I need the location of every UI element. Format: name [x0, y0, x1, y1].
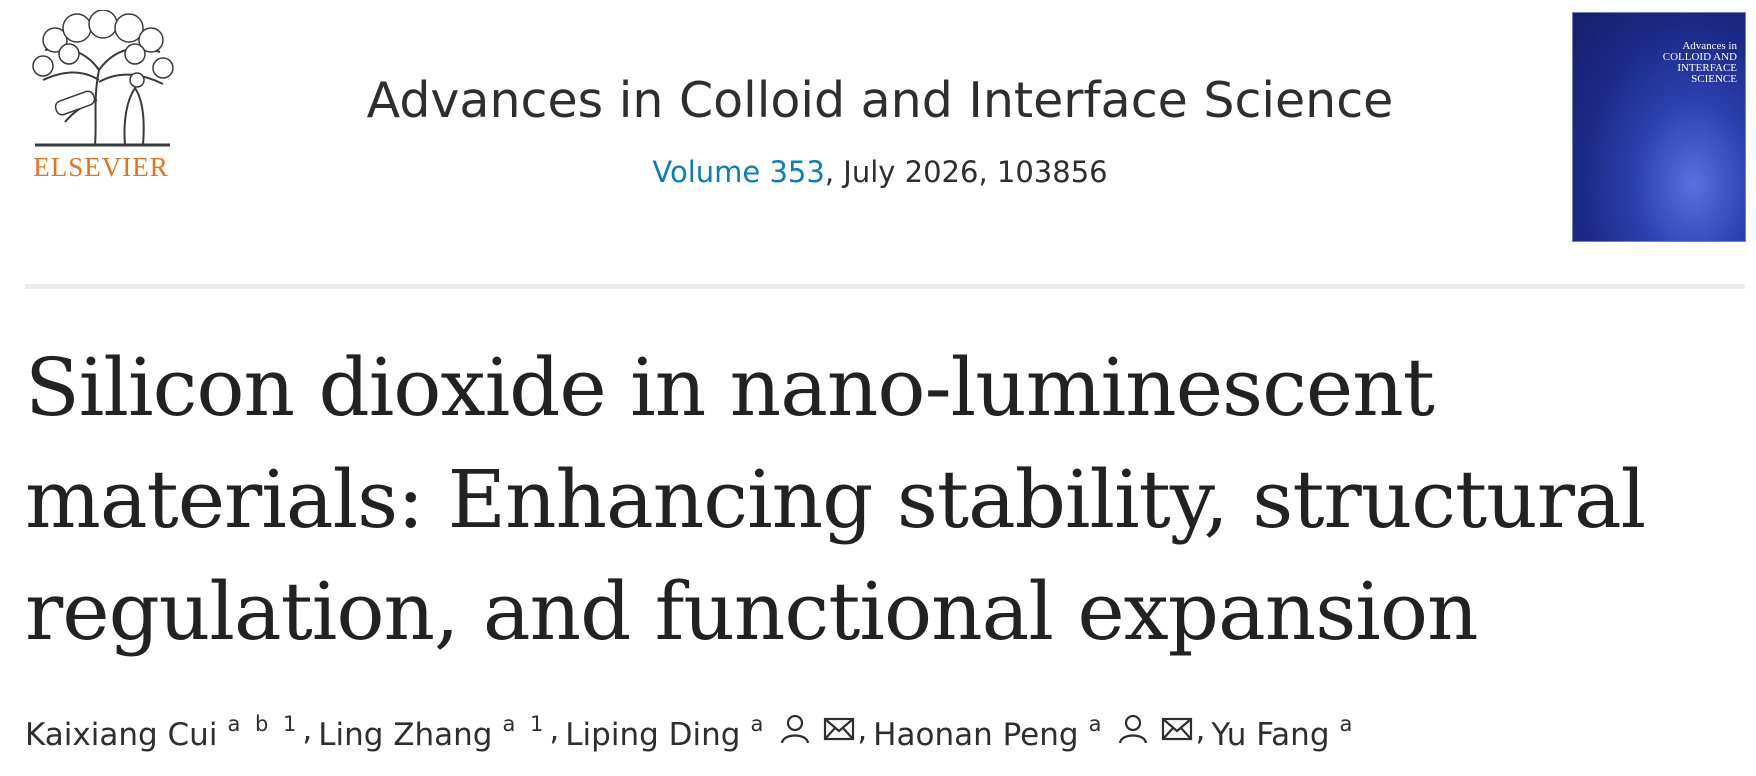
author-name[interactable]: Haonan Peng: [873, 717, 1079, 753]
affiliation: a b 1: [227, 712, 301, 736]
author[interactable]: Yu Fang a: [1211, 712, 1356, 753]
cover-line: INTERFACE: [1677, 62, 1737, 74]
author-name[interactable]: Kaixiang Cui: [25, 717, 218, 753]
person-icon[interactable]: [779, 713, 811, 745]
author[interactable]: Ling Zhang a 1: [318, 712, 547, 753]
issue-details: , July 2026, 103856: [824, 155, 1108, 189]
affiliation: a 1: [502, 712, 548, 736]
title-line: regulation, and functional expansion: [25, 565, 1479, 658]
affiliation: a: [1088, 712, 1106, 736]
publisher-name: ELSEVIER: [33, 152, 169, 182]
author[interactable]: Haonan Peng a: [873, 712, 1193, 753]
journal-title[interactable]: Advances in Colloid and Interface Scienc…: [366, 72, 1394, 129]
author-separator: ,: [857, 712, 868, 748]
author-separator: ,: [1195, 712, 1206, 748]
author-name[interactable]: Liping Ding: [565, 717, 741, 753]
article-title: Silicon dioxide in nano-luminescent mater…: [25, 332, 1646, 668]
issue-info: Volume 353, July 2026, 103856: [260, 155, 1500, 189]
volume-link[interactable]: Volume 353: [652, 155, 825, 189]
email-icon[interactable]: [1161, 713, 1193, 745]
divider: [25, 284, 1745, 289]
author[interactable]: Kaixiang Cui a b 1: [25, 712, 300, 753]
author-list: Kaixiang Cui a b 1, Ling Zhang a 1, Liping D…: [25, 712, 1356, 753]
author-name[interactable]: Ling Zhang: [318, 717, 493, 753]
cover-line: COLLOID AND: [1662, 51, 1737, 63]
person-icon[interactable]: [1117, 713, 1149, 745]
author-name[interactable]: Yu Fang: [1211, 717, 1330, 753]
title-line: Silicon dioxide in nano-luminescent: [25, 341, 1435, 434]
cover-text: Advances in COLLOID AND INTERFACE SCIENCE: [1663, 41, 1737, 85]
author-separator: ,: [302, 712, 313, 748]
email-icon[interactable]: [823, 713, 855, 745]
author[interactable]: Liping Ding a: [565, 712, 855, 753]
author-separator: ,: [549, 712, 560, 748]
cover-line: Advances in: [1682, 40, 1737, 52]
cover-line: SCIENCE: [1691, 73, 1737, 85]
affiliation: a: [750, 712, 768, 736]
affiliation: a: [1339, 712, 1357, 736]
journal-cover[interactable]: Advances in COLLOID AND INTERFACE SCIENCE: [1572, 12, 1746, 242]
publisher-logo: [32, 10, 174, 147]
title-line: materials: Enhancing stability, structur…: [25, 453, 1646, 546]
